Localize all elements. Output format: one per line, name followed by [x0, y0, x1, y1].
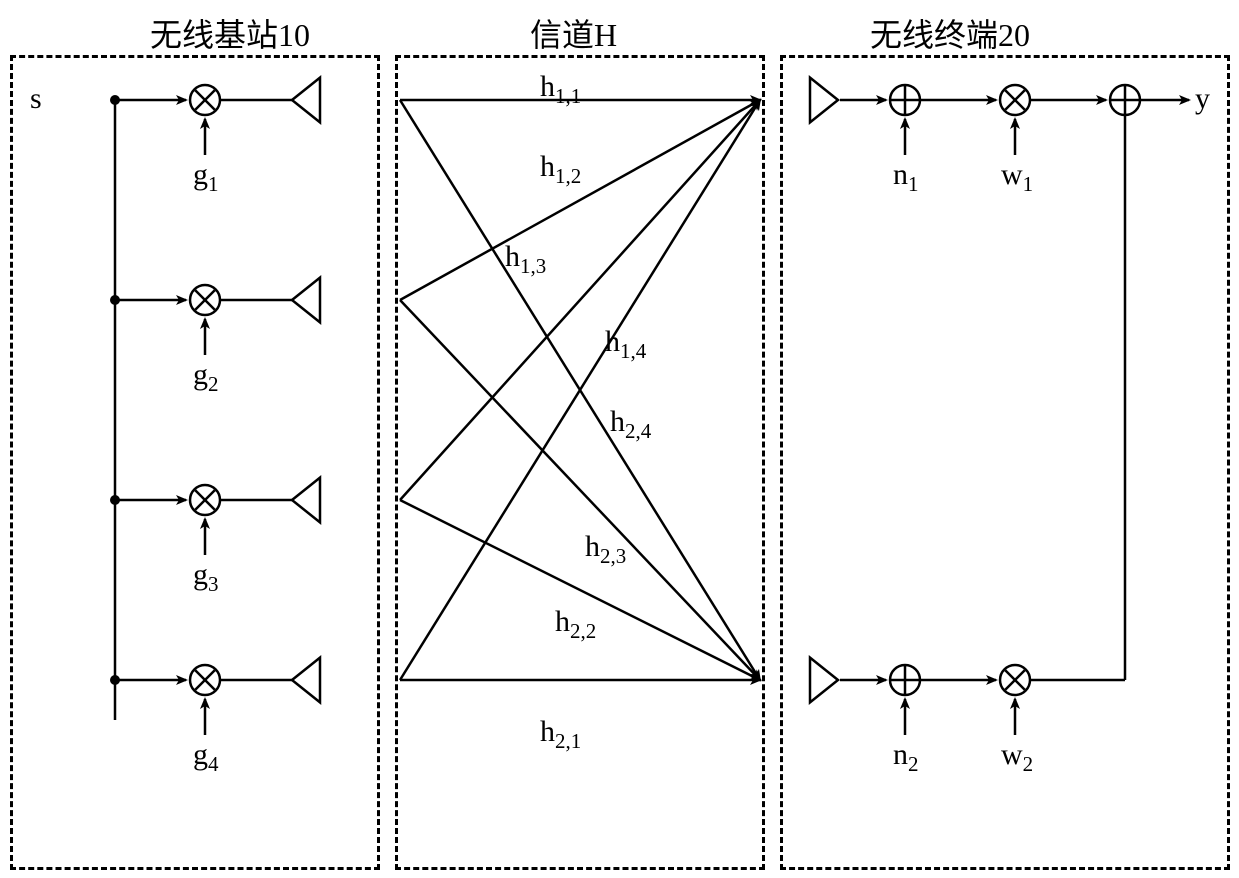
label-h-2-3: h2,3: [585, 530, 626, 569]
label-h-2-2: h2,2: [555, 605, 596, 644]
label-h-1-1: h1,1: [540, 70, 581, 109]
label-g1: g1: [193, 158, 219, 197]
label-h-1-4: h1,4: [605, 325, 646, 364]
header-channel: 信道H: [530, 10, 617, 56]
label-w2: w2: [1001, 738, 1033, 777]
label-w1: w1: [1001, 158, 1033, 197]
header-base-station: 无线基站10: [150, 10, 310, 56]
label-g4: g4: [193, 738, 219, 777]
label-g2: g2: [193, 358, 219, 397]
label-s: s: [30, 82, 42, 116]
label-h-1-3: h1,3: [505, 240, 546, 279]
label-g3: g3: [193, 558, 219, 597]
label-h-2-1: h2,1: [540, 715, 581, 754]
label-h-1-2: h1,2: [540, 150, 581, 189]
label-n2: n2: [893, 738, 919, 777]
label-n1: n1: [893, 158, 919, 197]
header-terminal: 无线终端20: [870, 10, 1030, 56]
label-h-2-4: h2,4: [610, 405, 651, 444]
label-y: y: [1195, 82, 1210, 116]
